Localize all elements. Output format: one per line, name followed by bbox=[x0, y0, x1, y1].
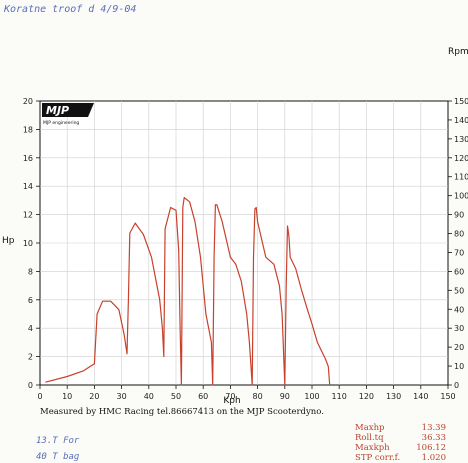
x-tick-label: 70 bbox=[225, 392, 235, 401]
x-tick-label: 40 bbox=[144, 392, 154, 401]
handwritten-note-bottom-1: 13.T For bbox=[36, 436, 80, 446]
y2-tick-label: 80 bbox=[454, 230, 464, 239]
stat-value-maxkph: 106.12 bbox=[416, 443, 446, 453]
y2-tick-label: 150 bbox=[454, 97, 468, 106]
y2-tick-label: 130 bbox=[454, 135, 468, 144]
y2-tick-label: 0 bbox=[454, 381, 459, 390]
stat-value-stp: 1.020 bbox=[422, 453, 446, 463]
x-tick-label: 20 bbox=[89, 392, 99, 401]
stat-value-maxhp: 13.39 bbox=[422, 423, 446, 433]
y-tick-label: 4 bbox=[28, 324, 33, 333]
x-tick-label: 50 bbox=[171, 392, 181, 401]
x-tick-label: 130 bbox=[386, 392, 401, 401]
grid-lines bbox=[40, 101, 448, 385]
y-tick-label: 12 bbox=[23, 211, 33, 220]
stat-label-maxkph: Maxkph bbox=[355, 443, 390, 453]
y2-tick-label: 10 bbox=[454, 362, 464, 371]
stats-table: Maxhp 13.39 Roll.tq 36.33 Maxkph 106.12 … bbox=[355, 423, 446, 463]
tick-labels: 0 10 20 30 40 50 60 70 80 90 100 110 120 130 140 150024… bbox=[23, 97, 468, 401]
stat-value-rolltq: 36.33 bbox=[422, 433, 446, 443]
x-tick-label: 80 bbox=[253, 392, 263, 401]
x-axis-label: Kph bbox=[223, 396, 240, 406]
y-tick-label: 18 bbox=[23, 125, 33, 134]
y2-tick-label: 100 bbox=[454, 192, 468, 201]
y2-tick-label: 90 bbox=[454, 211, 464, 220]
handwritten-note-top: Koratne troof d 4/9-04 bbox=[3, 4, 136, 15]
y-tick-label: 6 bbox=[28, 296, 33, 305]
y2-tick-label: 140 bbox=[454, 116, 468, 125]
handwritten-note-bottom-2: 40 T bag bbox=[36, 452, 80, 462]
y2-tick-label: 110 bbox=[454, 173, 468, 182]
y-tick-label: 2 bbox=[28, 353, 33, 362]
y-axis-label: Hp bbox=[2, 236, 15, 246]
mjp-logo: MJP MJP engineering bbox=[42, 103, 94, 126]
stat-label-maxhp: Maxhp bbox=[355, 423, 385, 433]
x-tick-label: 90 bbox=[280, 392, 290, 401]
y-tick-label: 10 bbox=[23, 239, 33, 248]
power-curve-line bbox=[45, 197, 331, 386]
x-tick-label: 150 bbox=[440, 392, 455, 401]
x-tick-label: 10 bbox=[62, 392, 72, 401]
y-tick-label: 0 bbox=[28, 381, 33, 390]
x-tick-label: 110 bbox=[332, 392, 347, 401]
y2-tick-label: 60 bbox=[454, 267, 464, 276]
y2-tick-label: 40 bbox=[454, 305, 464, 314]
x-tick-label: 60 bbox=[198, 392, 208, 401]
y-tick-label: 8 bbox=[28, 267, 33, 276]
x-tick-label: 140 bbox=[413, 392, 428, 401]
y2-tick-label: 30 bbox=[454, 324, 464, 333]
x-tick-label: 100 bbox=[304, 392, 319, 401]
x-tick-label: 120 bbox=[359, 392, 374, 401]
y-tick-label: 20 bbox=[23, 97, 33, 106]
y-tick-label: 16 bbox=[23, 154, 33, 163]
y2-tick-label: 20 bbox=[454, 343, 464, 352]
x-tick-label: 30 bbox=[117, 392, 127, 401]
y2-tick-label: 50 bbox=[454, 286, 464, 295]
stat-label-rolltq: Roll.tq bbox=[355, 433, 384, 443]
y-tick-label: 14 bbox=[23, 182, 33, 191]
measurement-credit: Measured by HMC Racing tel.86667413 on t… bbox=[40, 407, 324, 417]
logo-brand: MJP bbox=[46, 104, 69, 117]
x-tick-label: 0 bbox=[37, 392, 42, 401]
y2-axis-label: Rpm bbox=[448, 47, 468, 57]
y2-tick-label: 70 bbox=[454, 248, 464, 257]
y2-tick-label: 120 bbox=[454, 154, 468, 163]
logo-subtitle: MJP engineering bbox=[43, 120, 79, 126]
stat-label-stp: STP corr.f. bbox=[355, 453, 400, 463]
